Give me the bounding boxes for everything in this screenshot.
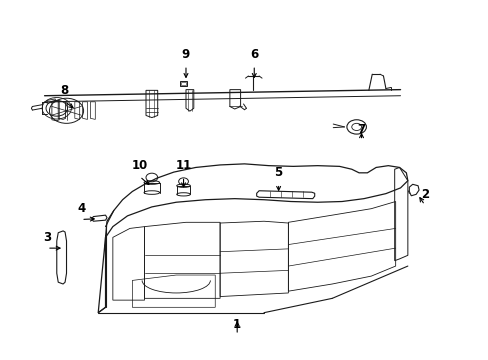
Text: 11: 11 [175,159,191,172]
Text: 2: 2 [420,188,428,201]
Text: 9: 9 [182,48,190,61]
Text: 4: 4 [77,202,85,215]
Text: 7: 7 [357,123,365,136]
Text: 8: 8 [60,84,68,97]
Text: 10: 10 [131,159,147,172]
Text: 5: 5 [274,166,282,179]
Text: 3: 3 [43,231,51,244]
Text: 6: 6 [250,48,258,61]
Text: 1: 1 [233,318,241,330]
